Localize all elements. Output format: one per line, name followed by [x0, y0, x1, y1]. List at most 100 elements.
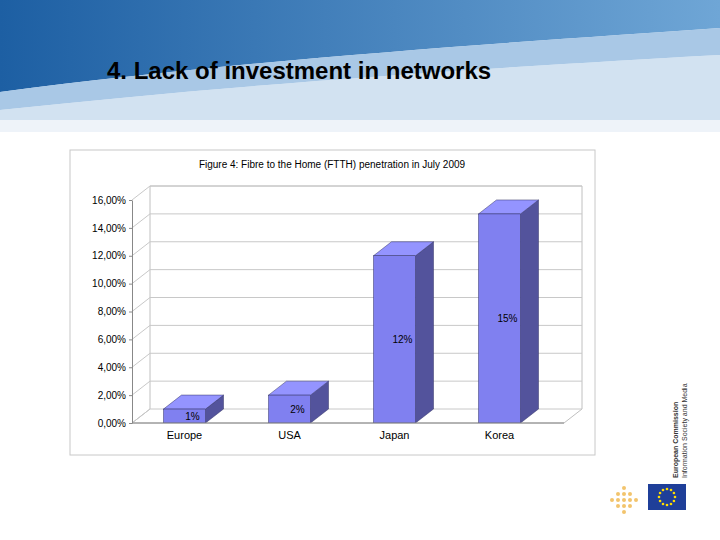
data-label: 15%	[497, 313, 517, 324]
logo-text: Information Society and Media	[681, 383, 689, 478]
flag-star	[659, 492, 662, 495]
plot-wall	[132, 186, 582, 423]
flag-bg	[648, 484, 686, 510]
tick-label: 12,00%	[92, 250, 126, 261]
flag-star	[670, 489, 673, 492]
flag-star	[666, 504, 669, 507]
bar-top	[479, 200, 539, 214]
dot	[622, 504, 626, 508]
tick-label: 16,00%	[92, 195, 126, 206]
tick-label: 6,00%	[98, 334, 126, 345]
tick-label: 14,00%	[92, 223, 126, 234]
axis-line	[132, 201, 133, 424]
tick-mark	[129, 228, 132, 229]
slide: 4. Lack of investment in networks Figure …	[0, 0, 720, 540]
data-label: 12%	[392, 334, 412, 345]
tick-mark	[129, 423, 132, 424]
bar-3d	[269, 381, 329, 423]
bars	[164, 200, 539, 423]
flag-star	[659, 500, 662, 503]
flag-star	[674, 496, 677, 499]
data-label: 1%	[185, 411, 200, 422]
tick-label: 8,00%	[98, 306, 126, 317]
y-axis: 0,00% 2,00% 4,00% 6,00% 8,00% 10,00% 12,00% 14,…	[92, 195, 132, 429]
flag-star	[666, 488, 669, 491]
dot	[628, 498, 632, 502]
header-bg	[0, 0, 720, 120]
tick-mark	[129, 339, 132, 340]
dot	[622, 510, 626, 514]
eu-flag	[648, 484, 686, 510]
bar	[479, 214, 521, 423]
tick-mark	[129, 312, 132, 313]
dot	[610, 498, 614, 502]
tick: 14,00%	[92, 223, 132, 234]
logo-text: European Commission	[672, 402, 680, 478]
tick: 8,00%	[98, 306, 132, 317]
dot	[634, 498, 638, 502]
bar-3d	[479, 200, 539, 423]
tick: Korea	[485, 423, 515, 441]
data-labels: 1% 2% 12% 15%	[185, 313, 517, 422]
tick: Japan	[380, 423, 410, 441]
flag-star	[662, 503, 665, 506]
chart-title: Figure 4: Fibre to the Home (FTTH) penet…	[199, 159, 466, 170]
tick-mark	[129, 256, 132, 257]
tick-label: 10,00%	[92, 278, 126, 289]
tick: USA	[278, 423, 301, 441]
tick-label: Korea	[485, 429, 515, 441]
grid	[132, 186, 582, 423]
dot	[622, 486, 626, 490]
bar	[164, 409, 206, 423]
header-decoration	[0, 0, 720, 132]
tick-mark	[129, 395, 132, 396]
tick-mark	[129, 200, 132, 201]
tick-label: USA	[278, 429, 301, 441]
tick-label: 0,00%	[98, 418, 126, 429]
flag-star	[673, 500, 676, 503]
tick-mark	[129, 284, 132, 285]
tick: 0,00%	[98, 418, 132, 429]
bar-3d	[374, 242, 434, 423]
header-band	[0, 55, 720, 120]
dots-logo	[610, 486, 638, 514]
slide-title: 4. Lack of investment in networks	[107, 57, 491, 84]
header-band	[0, 120, 720, 132]
bar-3d	[164, 395, 224, 423]
tick-mark	[129, 367, 132, 368]
tick: 10,00%	[92, 278, 132, 289]
tick-label: 2,00%	[98, 390, 126, 401]
flag-star	[662, 489, 665, 492]
data-label: 2%	[290, 404, 305, 415]
bar-top	[374, 242, 434, 256]
dot	[628, 504, 632, 508]
grid-line	[132, 186, 582, 200]
tick: 16,00%	[92, 195, 132, 206]
bar	[269, 395, 311, 423]
logo: European CommissionInformation Society a…	[610, 383, 689, 514]
tick-label: 4,00%	[98, 362, 126, 373]
bar-side	[416, 242, 434, 423]
dot	[622, 492, 626, 496]
chart-frame	[70, 150, 595, 455]
dot	[616, 504, 620, 508]
flag-star	[673, 492, 676, 495]
axis-line	[132, 423, 564, 424]
tick-label: Europe	[167, 429, 202, 441]
dot	[616, 498, 620, 502]
x-axis: Europe USA Japan Korea	[132, 423, 564, 441]
tick: 4,00%	[98, 362, 132, 373]
flag-star	[658, 496, 661, 499]
tick: 12,00%	[92, 250, 132, 261]
tick: 6,00%	[98, 334, 132, 345]
wall	[132, 186, 582, 423]
tick: Europe	[167, 423, 202, 441]
tick: 2,00%	[98, 390, 132, 401]
dot	[622, 498, 626, 502]
dot	[628, 492, 632, 496]
bar-top	[164, 395, 224, 409]
flag-star	[670, 503, 673, 506]
bar-top	[269, 381, 329, 395]
tick-label: Japan	[380, 429, 410, 441]
bar-side	[521, 200, 539, 423]
